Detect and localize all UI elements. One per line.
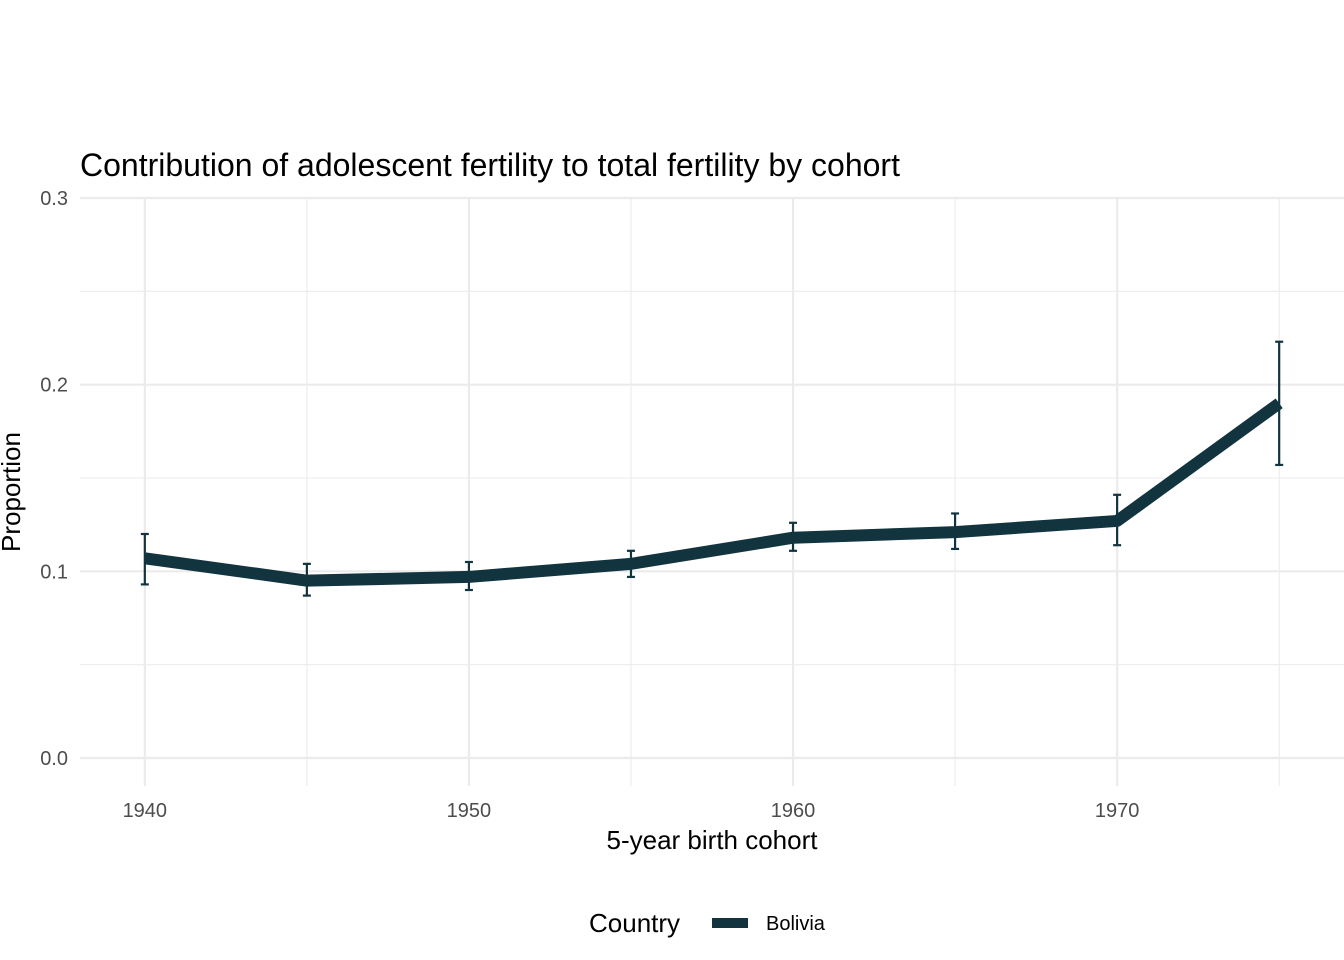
x-tick-label: 1960 [771, 800, 816, 822]
error-bar [626, 549, 635, 579]
series-layer [143, 398, 1283, 587]
y-tick-label: 0.0 [40, 748, 68, 770]
y-axis-title: Proportion [0, 432, 26, 552]
grid [80, 196, 1344, 786]
x-tick-label: 1970 [1095, 800, 1140, 822]
y-tick-label: 0.1 [40, 561, 68, 583]
error-bar [789, 521, 798, 552]
series-line-bolivia [143, 398, 1283, 587]
error-bar [951, 512, 960, 551]
error-bar [302, 562, 311, 597]
errorbar-layer [140, 340, 1284, 597]
x-tick-label: 1950 [447, 800, 492, 822]
legend-title: Country [589, 908, 680, 938]
y-axis-tick-labels: 0.0 0.1 0.2 0.3 [40, 188, 68, 770]
x-tick-label: 1940 [123, 800, 168, 822]
error-bar [464, 560, 473, 592]
chart-title: Contribution of adolescent fertility to … [80, 147, 900, 183]
error-bar [1113, 493, 1122, 547]
legend: Country Bolivia [589, 908, 826, 938]
error-bar [140, 532, 149, 586]
legend-label-bolivia: Bolivia [766, 913, 826, 935]
x-axis-tick-labels: 1940 1950 1960 1970 [123, 800, 1140, 822]
error-bar [1275, 340, 1284, 467]
x-axis-title: 5-year birth cohort [607, 825, 819, 855]
y-tick-label: 0.2 [40, 375, 68, 397]
y-tick-label: 0.3 [40, 188, 68, 210]
